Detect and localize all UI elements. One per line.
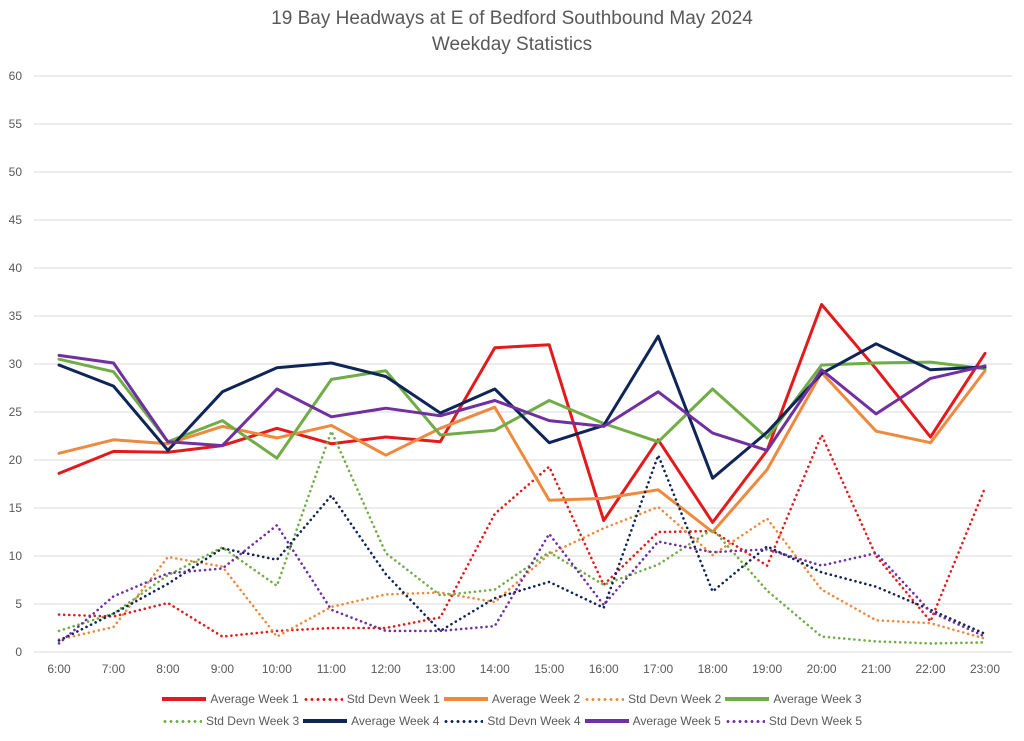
y-axis-ticks: 0 5 10 15 20 25 30 35 40 45 50 55 60 [9, 69, 23, 659]
y-tick-label: 35 [9, 309, 23, 323]
legend-label: Average Week 4 [351, 714, 440, 728]
x-tick-label: 19:00 [752, 662, 782, 676]
y-tick-label: 25 [9, 405, 23, 419]
y-tick-label: 20 [9, 453, 23, 467]
x-tick-label: 11:00 [317, 662, 346, 676]
legend-item: Std Devn Week 1 [302, 692, 440, 706]
y-tick-label: 45 [9, 213, 23, 227]
legend-swatch-solid [303, 719, 348, 723]
x-axis-ticks: 6:00 7:00 8:00 9:00 10:00 11:00 12:00 13:00 14:0… [47, 662, 1000, 676]
legend-row: Std Devn Week 3 Average Week 4 Std Devn We… [0, 710, 1024, 732]
legend-item: Std Devn Week 5 [724, 714, 863, 728]
legend-swatch-solid [443, 697, 488, 701]
series-line-average-week-4 [57, 334, 987, 480]
x-tick-label: 20:00 [807, 662, 837, 676]
series-line-std-devn-week-5 [57, 523, 987, 645]
series-line-std-devn-week-3 [57, 429, 987, 645]
x-tick-label: 14:00 [480, 662, 510, 676]
y-tick-label: 50 [9, 165, 23, 179]
legend-label: Std Devn Week 1 [346, 692, 440, 706]
series-line-average-week-2 [57, 369, 987, 534]
legend-label: Std Devn Week 5 [768, 714, 863, 728]
series-lines [57, 303, 987, 645]
x-tick-label: 17:00 [643, 662, 673, 676]
y-tick-label: 30 [9, 357, 23, 371]
legend-item: Std Devn Week 4 [443, 714, 581, 728]
x-tick-label: 16:00 [589, 662, 619, 676]
y-tick-label: 40 [9, 261, 23, 275]
x-tick-label: 21:00 [861, 662, 891, 676]
x-tick-label: 23:00 [970, 662, 1000, 676]
legend-label: Average Week 3 [773, 692, 862, 706]
legend-item: Std Devn Week 2 [584, 692, 721, 706]
legend-label: Std Devn Week 4 [487, 714, 581, 728]
legend-swatch-solid [725, 697, 770, 701]
legend-label: Std Devn Week 2 [628, 692, 722, 706]
chart-title-block: 19 Bay Headways at E of Bedford Southbou… [0, 6, 1024, 58]
x-tick-label: 18:00 [698, 662, 728, 676]
x-tick-label: 9:00 [211, 662, 235, 676]
x-tick-label: 13:00 [425, 662, 455, 676]
legend: Average Week 1 Std Devn Week 1 Average Wee… [0, 688, 1024, 732]
legend-swatch-dotted [584, 697, 625, 701]
x-tick-label: 8:00 [156, 662, 180, 676]
legend-item: Average Week 1 [162, 692, 299, 706]
x-tick-label: 22:00 [916, 662, 946, 676]
legend-item: Average Week 3 [725, 692, 862, 706]
legend-swatch-dotted [302, 697, 343, 701]
legend-swatch-solid [162, 697, 207, 701]
x-tick-label: 10:00 [262, 662, 292, 676]
x-tick-label: 7:00 [102, 662, 126, 676]
chart-subtitle: Weekday Statistics [431, 34, 593, 55]
series-line-std-devn-week-1 [57, 433, 987, 638]
series-line-average-week-5 [57, 353, 987, 452]
legend-swatch-solid [584, 719, 629, 723]
legend-row: Average Week 1 Std Devn Week 1 Average Wee… [0, 688, 1024, 710]
legend-swatch-dotted [443, 719, 484, 723]
y-tick-label: 5 [15, 597, 22, 611]
series-line-average-week-1 [57, 303, 987, 524]
y-tick-label: 60 [9, 69, 23, 83]
series-line-std-devn-week-2 [57, 505, 987, 641]
legend-item: Average Week 2 [443, 692, 581, 706]
y-tick-label: 15 [9, 501, 23, 515]
legend-label: Average Week 2 [491, 692, 581, 706]
legend-label: Average Week 1 [210, 692, 299, 706]
x-tick-label: 6:00 [47, 662, 71, 676]
chart-title: 19 Bay Headways at E of Bedford Southbou… [271, 8, 753, 29]
y-tick-label: 10 [9, 549, 23, 563]
y-tick-label: 0 [15, 645, 22, 659]
legend-swatch-dotted [161, 719, 202, 723]
legend-swatch-dotted [724, 719, 765, 723]
legend-item: Average Week 5 [584, 714, 721, 728]
legend-item: Average Week 4 [303, 714, 439, 728]
x-tick-label: 12:00 [371, 662, 401, 676]
legend-item: Std Devn Week 3 [161, 714, 300, 728]
legend-label: Std Devn Week 3 [205, 714, 300, 728]
series-line-std-devn-week-4 [57, 453, 987, 642]
y-tick-label: 55 [9, 117, 23, 131]
line-chart: 0 5 10 15 20 25 30 35 40 45 50 55 60 6:00 7:00 8:00 9:0… [9, 69, 1012, 676]
legend-label: Average Week 5 [632, 714, 721, 728]
x-tick-label: 15:00 [534, 662, 564, 676]
